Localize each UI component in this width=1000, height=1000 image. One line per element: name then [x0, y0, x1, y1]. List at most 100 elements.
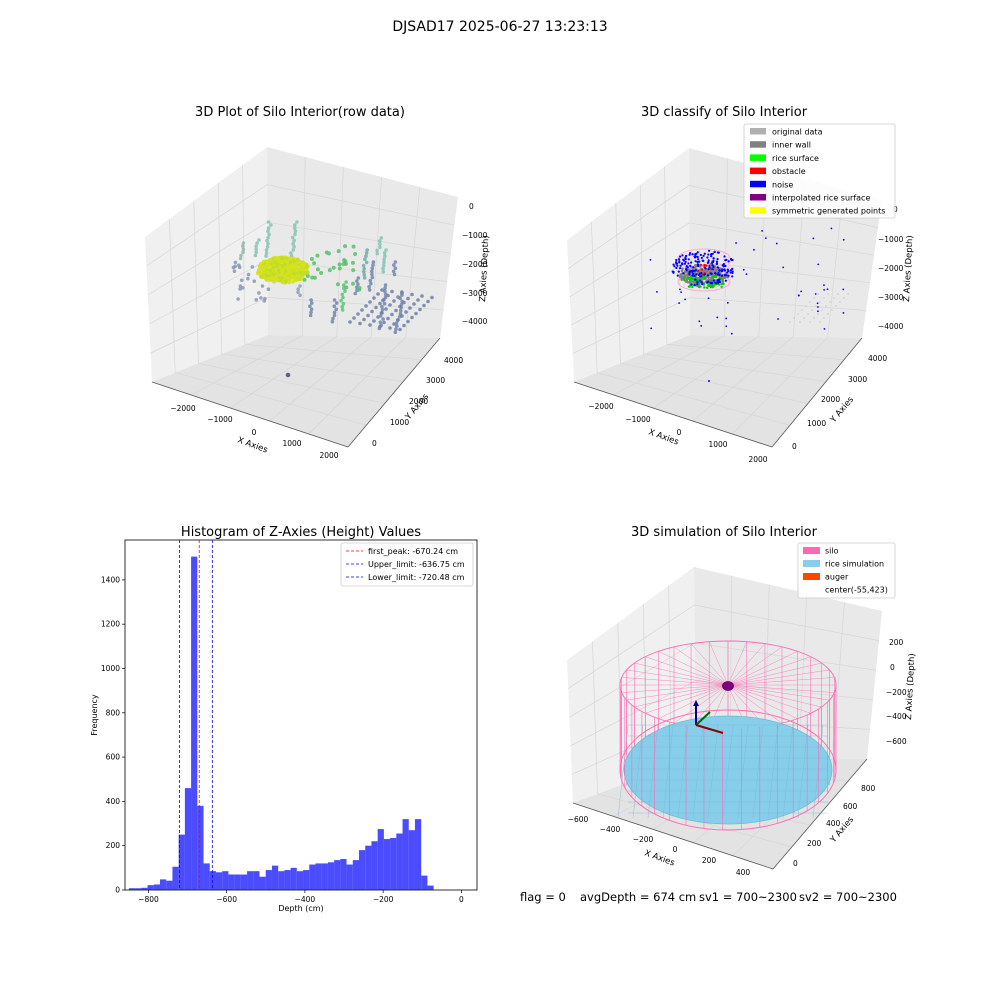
classify-point — [679, 264, 682, 267]
classify-point — [819, 321, 821, 323]
classify-point — [698, 320, 701, 323]
classify-gridline — [664, 166, 668, 345]
classify-point — [707, 260, 710, 264]
classify-point — [701, 282, 704, 286]
classify-point — [826, 288, 829, 291]
raw-data-point — [384, 248, 388, 252]
rice-mesh — [632, 724, 644, 819]
raw-data-point — [382, 320, 386, 325]
classify-point — [827, 293, 829, 295]
classify-plot-xticks: −2000 −1000 0 1000 2000 — [588, 402, 767, 464]
raw-data-point — [364, 254, 368, 258]
raw-ytick: 4000 — [444, 356, 463, 365]
sim-ytick: 800 — [861, 784, 876, 793]
sim-ytick: 200 — [807, 839, 822, 848]
classify-point — [707, 280, 710, 283]
classify-point — [724, 259, 727, 262]
classify-ztick: −2000 — [878, 264, 904, 273]
classify-point — [697, 276, 701, 280]
classify-gridline — [597, 372, 791, 426]
raw-data-point — [414, 311, 418, 316]
classify-point — [716, 258, 719, 261]
raw-gridline — [147, 221, 268, 296]
figure-suptitle: DJSAD17 2025-06-27 13:23:13 — [392, 19, 607, 35]
silo-wire — [626, 684, 729, 701]
raw-data-point — [420, 294, 424, 298]
silo-wire — [658, 684, 729, 719]
classify-legend-swatch — [750, 141, 766, 148]
simulation-yticks: 0 200 400 600 800 — [793, 784, 876, 868]
classify-point — [797, 294, 800, 297]
classify-point — [823, 297, 825, 299]
classify-point — [717, 271, 720, 274]
classify-point — [683, 278, 686, 282]
classify-point — [825, 305, 827, 307]
classify-gridline — [689, 297, 867, 311]
rice-mesh — [737, 724, 749, 819]
classify-gridline — [615, 203, 621, 364]
sim-ztick: 200 — [889, 638, 904, 647]
classify-point — [695, 273, 698, 276]
raw-data-point — [398, 327, 402, 332]
raw-data-point — [362, 266, 366, 271]
histogram-title: Histogram of Z-Axies (Height) Values — [181, 525, 421, 540]
sim-gridline — [570, 680, 696, 747]
raw-xtick: −1000 — [207, 415, 233, 424]
classify-gridline — [568, 185, 690, 269]
sim-ytick: 400 — [826, 819, 841, 828]
histogram-xtick-label: −600 — [216, 895, 237, 904]
silo-wire — [727, 641, 747, 686]
classify-point — [682, 272, 685, 275]
sim-gridline — [832, 602, 845, 759]
classify-point — [842, 288, 845, 291]
classify-point — [725, 317, 728, 320]
classify-ytick: 2000 — [821, 395, 840, 404]
classify-point — [696, 251, 699, 254]
raw-data-point — [266, 220, 271, 224]
raw-data-point — [261, 267, 265, 272]
classify-point — [689, 279, 692, 283]
classify-point — [680, 278, 684, 281]
raw-data-point — [309, 310, 313, 315]
silo-wire — [727, 684, 811, 714]
raw-gridline — [150, 297, 268, 354]
classify-point — [817, 263, 820, 266]
histogram-bar — [414, 819, 422, 890]
raw-data-point — [383, 286, 387, 290]
histogram-xtick-label: −200 — [373, 895, 394, 904]
auger-x-arrow — [695, 724, 724, 734]
histogram-legend-label: Upper_limit: -636.75 cm — [368, 560, 465, 569]
classify-ztick: 0 — [893, 205, 898, 214]
classify-point — [675, 258, 678, 262]
silo-wire — [634, 684, 729, 708]
silo-wire — [727, 646, 783, 686]
classify-ztick: −1000 — [878, 235, 904, 244]
classify-point — [809, 321, 811, 323]
raw-data-point — [353, 251, 358, 256]
raw-data-point — [392, 299, 396, 303]
histogram-ytick-label: 800 — [106, 708, 121, 717]
classify-point — [682, 258, 685, 261]
raw-data-point — [239, 278, 244, 283]
raw-data-point — [398, 308, 403, 313]
classify-legend-swatch — [750, 154, 766, 161]
histogram-bar — [408, 830, 415, 890]
raw-axis-line — [347, 337, 441, 448]
raw-data-point — [366, 313, 370, 318]
raw-data-point — [335, 301, 339, 305]
classify-point — [712, 269, 716, 272]
raw-gridline — [193, 200, 199, 364]
classify-point — [684, 258, 687, 261]
classify-point — [842, 238, 845, 241]
raw-data-point — [375, 248, 379, 253]
rice-mesh — [617, 724, 629, 819]
classify-point — [650, 327, 653, 330]
histogram-bar — [396, 833, 403, 890]
status-sv1: sv1 = 700~2300 — [699, 890, 797, 904]
classify-point — [691, 253, 694, 256]
raw-data-point — [337, 266, 342, 271]
raw-data-point — [283, 258, 288, 263]
raw-data-point — [382, 297, 386, 302]
classify-point — [685, 269, 688, 272]
classify-plot-points — [649, 227, 849, 382]
